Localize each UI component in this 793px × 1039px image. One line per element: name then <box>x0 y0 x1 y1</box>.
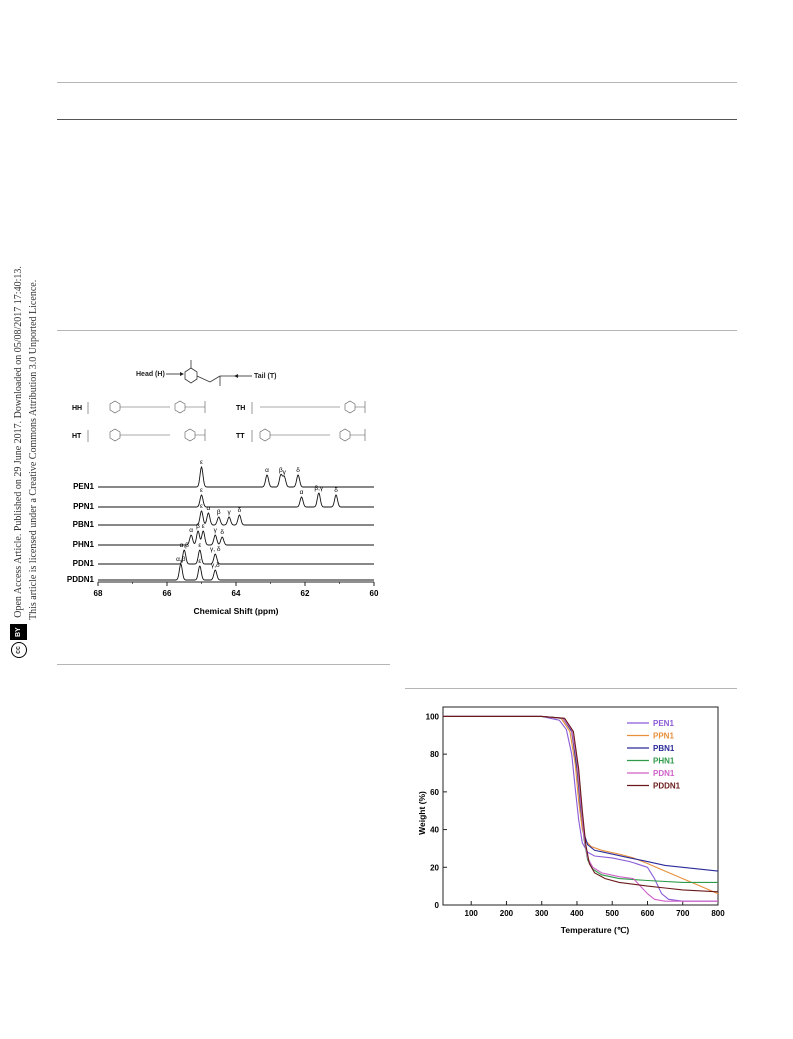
nmr-peak-label: ε <box>200 487 203 494</box>
tga-y-axis-label: Weight (%) <box>417 791 427 835</box>
tga-legend-label: PEN1 <box>653 719 674 728</box>
nmr-peak-label: δ <box>334 487 338 494</box>
nmr-trace-line <box>98 510 374 526</box>
tga-series-ppn1 <box>443 715 719 895</box>
nmr-trace-line <box>98 549 374 565</box>
nmr-tick-label: 66 <box>163 589 172 598</box>
structure-tt-label: TT <box>236 433 245 440</box>
nmr-peak-label: γ <box>227 509 231 516</box>
tga-legend-label: PDN1 <box>653 769 675 778</box>
tga-axes: 100 200 300 400 500 600 700 800 0 20 40 60 80 100 <box>426 706 725 918</box>
nmr-peak-label: α,β <box>180 542 190 549</box>
tga-x-tick-label: 800 <box>711 909 725 918</box>
nmr-peak-label: γ <box>283 469 287 476</box>
nmr-peak-label: α <box>189 527 193 534</box>
nmr-peak-label: ε <box>200 503 203 510</box>
nmr-peak-label: β <box>217 509 221 516</box>
nmr-peak-label: β <box>279 467 283 474</box>
license-sidebar: cc BY Open Access Article. Published on … <box>8 188 48 658</box>
nmr-peak-label: ε <box>198 542 201 549</box>
header-rule-top <box>57 82 737 83</box>
tga-series-pen1 <box>443 715 718 902</box>
tga-y-tick-label: 100 <box>426 712 440 721</box>
tga-chart: 100 200 300 400 500 600 700 800 0 20 40 60 80 100 PEN… <box>405 695 735 940</box>
figure2-top-rule <box>405 688 737 689</box>
tga-y-tick-label: 20 <box>430 863 439 872</box>
nmr-trace-label: PDN1 <box>73 559 95 568</box>
tga-x-tick-label: 600 <box>641 909 655 918</box>
tga-legend: PEN1 PPN1 PBN1 PHN1 PDN1 PDDN1 <box>627 719 681 791</box>
nmr-peak-label: ε <box>202 523 205 530</box>
nmr-trace-label: PEN1 <box>73 482 94 491</box>
tga-legend-label: PPN1 <box>653 732 674 741</box>
creative-commons-badge[interactable]: cc BY <box>10 624 27 658</box>
nmr-trace-line <box>98 563 374 581</box>
nmr-peak-label: γ,δ <box>211 562 220 569</box>
nmr-peak-label: ε <box>198 558 201 565</box>
nmr-peak-label: α <box>207 505 211 512</box>
nmr-trace-line <box>98 492 374 508</box>
nmr-trace-line <box>98 465 374 488</box>
head-label: Head (H) <box>136 371 165 378</box>
nmr-peak-label: δ <box>296 467 300 474</box>
nmr-trace-label: PBN1 <box>73 520 95 529</box>
nmr-peak-label: δ <box>220 529 224 536</box>
open-access-line: Open Access Article. Published on 29 Jun… <box>12 266 24 618</box>
nmr-tick-label: 68 <box>94 589 103 598</box>
tga-y-tick-label: 40 <box>430 826 439 835</box>
tga-y-tick-label: 60 <box>430 788 439 797</box>
structure-skeletons <box>87 400 366 442</box>
tga-plot-frame <box>442 706 719 906</box>
nmr-tick-label: 62 <box>301 589 310 598</box>
tga-series-pbn1 <box>443 715 719 872</box>
nmr-trace-label: PPN1 <box>73 502 94 511</box>
tga-x-tick-label: 300 <box>535 909 549 918</box>
nmr-peak-label: α,β <box>176 556 186 563</box>
nmr-peak-label: α <box>265 467 269 474</box>
nmr-peak-label: β <box>196 523 200 530</box>
tga-legend-label: PHN1 <box>653 757 675 766</box>
structure-th-label: TH <box>236 405 245 412</box>
tga-legend-label: PDDN1 <box>653 782 681 791</box>
nmr-peak-label: β,γ <box>314 485 324 492</box>
nmr-tick-label: 64 <box>232 589 241 598</box>
nmr-tick-label: 60 <box>370 589 379 598</box>
by-icon: BY <box>10 624 27 640</box>
tga-x-tick-label: 400 <box>570 909 584 918</box>
repeat-unit-structure <box>184 360 235 386</box>
nmr-x-axis-label: Chemical Shift (ppm) <box>193 606 278 616</box>
nmr-peak-label: δ <box>238 507 242 514</box>
tga-lines <box>443 715 719 902</box>
structure-hh-label: HH <box>72 405 82 412</box>
tga-x-axis-label: Temperature (℃) <box>561 925 630 935</box>
tail-label: Tail (T) <box>254 373 276 380</box>
tga-chart-svg: 100 200 300 400 500 600 700 800 0 20 40 60 80 100 PEN… <box>417 706 725 935</box>
nmr-figure: Head (H) Tail (T) HH TH HT TT PEN1 ε α β γ δ P… <box>60 352 390 632</box>
tga-x-tick-label: 100 <box>465 909 479 918</box>
tga-x-tick-label: 200 <box>500 909 514 918</box>
tga-y-tick-label: 0 <box>435 901 440 910</box>
nmr-trace-label: PDDN1 <box>67 575 95 584</box>
structure-ht-label: HT <box>72 433 82 440</box>
tga-y-tick-label: 80 <box>430 750 439 759</box>
tga-x-tick-label: 700 <box>676 909 690 918</box>
nmr-peak-label: γ, δ <box>210 546 221 553</box>
cc-icon: cc <box>10 642 27 658</box>
nmr-x-ticks: 68 66 64 62 60 <box>94 582 379 598</box>
header-rule-bottom <box>57 119 737 120</box>
section-rule <box>57 330 737 331</box>
nmr-peak-label: γ <box>214 527 218 534</box>
license-line[interactable]: This article is licensed under a Creativ… <box>28 279 39 620</box>
tga-x-tick-label: 500 <box>606 909 620 918</box>
tga-legend-label: PBN1 <box>653 744 675 753</box>
nmr-trace-line <box>98 530 374 546</box>
tga-series-pddn1 <box>443 715 719 893</box>
figure1-bottom-rule <box>57 664 390 665</box>
nmr-trace-label: PHN1 <box>73 540 95 549</box>
nmr-peak-label: ε <box>200 459 203 466</box>
nmr-peak-label: α <box>300 489 304 496</box>
